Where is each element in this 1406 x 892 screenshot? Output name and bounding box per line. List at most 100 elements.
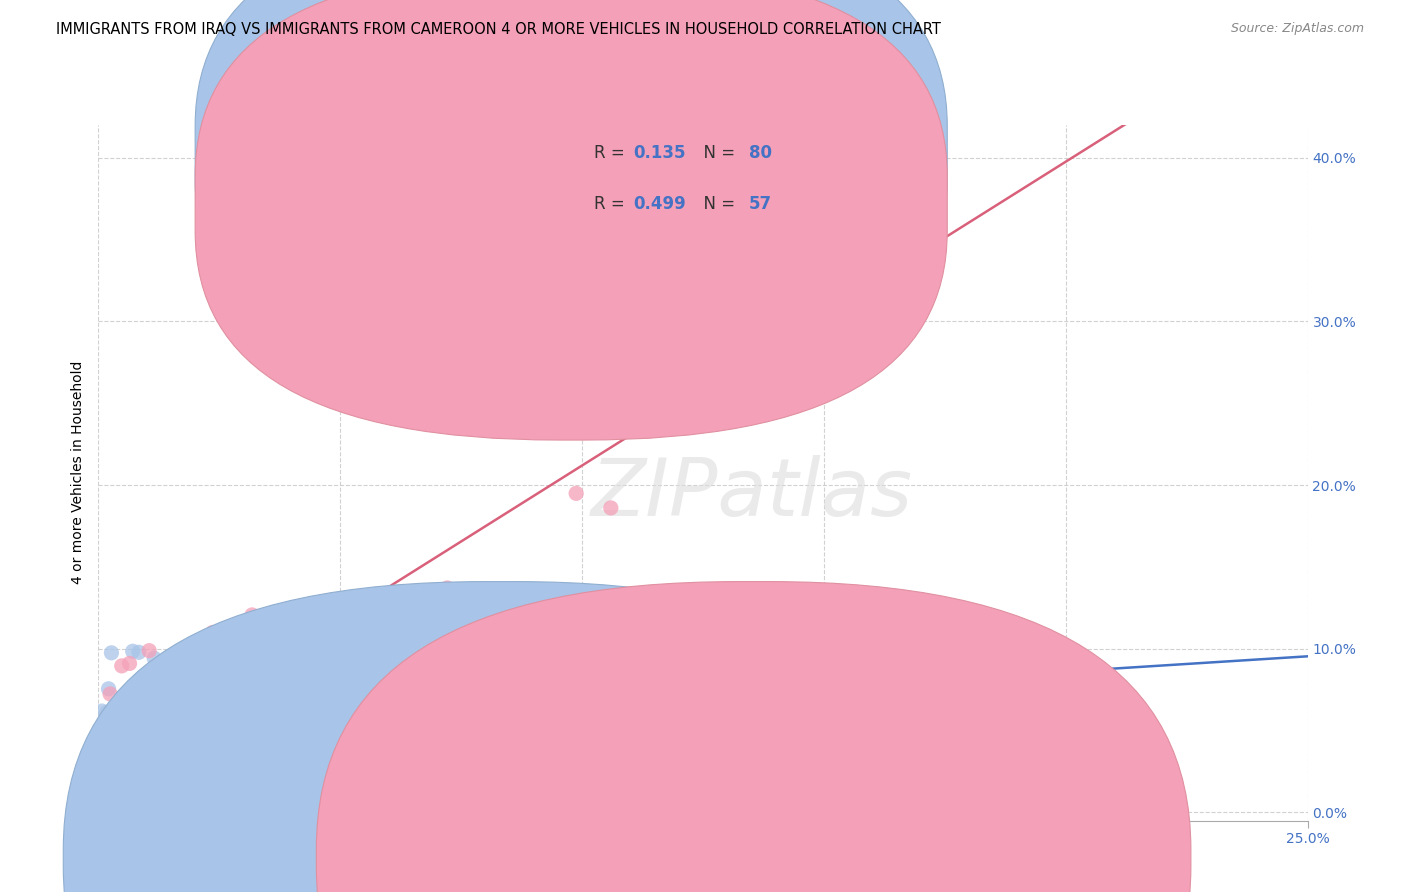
Point [565,486,588,500]
Text: ZIPatlas: ZIPatlas [591,455,912,533]
Point [681,730,703,744]
Y-axis label: 4 or more Vehicles in Household: 4 or more Vehicles in Household [72,361,86,584]
Point [157,763,180,777]
Point [183,714,205,728]
Point [120,696,142,710]
Point [214,677,236,691]
Point [162,763,184,777]
Point [138,766,160,780]
Point [202,745,225,759]
Point [176,782,198,797]
Point [243,661,266,675]
Point [219,785,242,799]
Point [138,643,160,657]
Point [155,705,177,719]
Text: 0.135: 0.135 [633,145,685,162]
Point [361,604,384,618]
Point [183,671,205,685]
Point [122,724,145,739]
Point [190,646,212,660]
Point [468,707,491,722]
Point [141,683,163,698]
Point [89,797,111,812]
Point [243,719,266,733]
Point [311,736,333,750]
Point [111,694,134,708]
Point [337,706,360,721]
Point [232,657,254,671]
Point [385,671,408,685]
Point [103,739,125,754]
Point [283,699,305,714]
Point [245,708,267,723]
Point [132,718,155,732]
Text: R =: R = [595,145,630,162]
Point [91,704,114,718]
Point [149,838,172,853]
Point [184,706,207,721]
Point [226,672,249,686]
Text: 0.499: 0.499 [633,194,686,212]
Point [821,720,844,734]
Point [436,581,458,595]
Point [108,737,131,751]
Point [242,713,264,727]
Text: 80: 80 [749,145,772,162]
Point [100,769,122,783]
Point [170,658,193,673]
Point [295,665,318,679]
Point [104,792,127,806]
Point [115,779,138,793]
Point [121,722,143,736]
Point [240,607,263,622]
Point [596,654,619,668]
Point [316,598,339,612]
Point [155,788,177,802]
Text: 57: 57 [749,194,772,212]
Point [271,754,294,768]
Point [122,712,145,726]
Point [111,659,134,673]
Point [247,711,270,725]
Point [658,733,681,747]
Point [149,717,172,731]
FancyBboxPatch shape [546,128,837,233]
Point [149,739,172,753]
Point [146,730,169,744]
Point [359,650,381,665]
Point [172,810,194,824]
Point [166,715,188,730]
Text: N =: N = [693,145,741,162]
Point [205,732,228,747]
Point [179,725,201,739]
Text: Source: ZipAtlas.com: Source: ZipAtlas.com [1230,22,1364,36]
Point [202,729,225,743]
Point [367,726,389,740]
Point [96,723,118,738]
Point [167,673,190,687]
Point [208,707,231,722]
Point [150,727,173,741]
Point [98,716,121,731]
Point [519,584,541,599]
Point [166,702,188,716]
Point [170,663,193,677]
Point [125,759,148,773]
Point [246,741,269,756]
FancyBboxPatch shape [195,0,948,440]
Point [201,625,224,640]
Point [134,754,156,768]
Point [165,701,187,715]
Point [129,742,152,756]
Point [162,756,184,771]
Point [295,765,318,780]
Point [131,677,153,691]
Point [143,651,166,665]
Point [96,706,118,720]
Point [110,721,132,735]
Point [115,774,138,789]
Point [103,731,125,745]
Point [330,600,353,615]
Point [599,500,621,515]
Point [427,642,450,657]
